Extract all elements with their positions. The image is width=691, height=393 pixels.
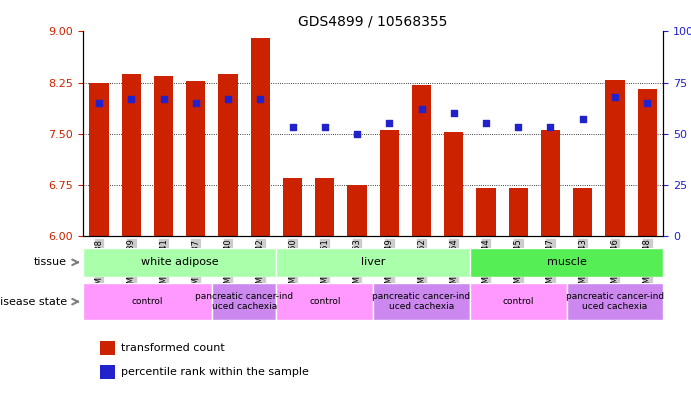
Text: GSM1255453: GSM1255453	[352, 239, 361, 294]
Text: GSM1255448: GSM1255448	[643, 239, 652, 294]
Text: pancreatic cancer-ind
uced cachexia: pancreatic cancer-ind uced cachexia	[372, 292, 471, 311]
Point	[545, 124, 556, 130]
Bar	[373, 283, 470, 320]
Bar	[83, 248, 276, 277]
Text: GSM1255437: GSM1255437	[191, 239, 200, 295]
Bar	[412, 84, 431, 236]
Text: GSM1255446: GSM1255446	[610, 239, 620, 294]
Point	[223, 96, 234, 102]
Bar	[212, 283, 276, 320]
Text: transformed count: transformed count	[122, 343, 225, 353]
Point	[126, 96, 137, 102]
Text: control: control	[309, 297, 341, 306]
Point	[480, 120, 491, 127]
Bar	[218, 73, 238, 236]
Bar	[154, 76, 173, 236]
Point	[577, 116, 588, 123]
Text: pancreatic cancer-ind
uced cachexia: pancreatic cancer-ind uced cachexia	[195, 292, 293, 311]
Text: control: control	[502, 297, 534, 306]
Text: control: control	[132, 297, 163, 306]
Point	[416, 106, 427, 112]
Bar	[444, 132, 464, 236]
Bar	[276, 248, 470, 277]
Bar	[315, 178, 334, 236]
Bar	[276, 283, 373, 320]
Bar	[541, 130, 560, 236]
Point	[448, 110, 460, 116]
Bar	[283, 178, 302, 236]
Bar	[605, 81, 625, 236]
Point	[93, 100, 104, 106]
Bar	[567, 283, 663, 320]
Text: GSM1255438: GSM1255438	[95, 239, 104, 295]
Text: GSM1255449: GSM1255449	[385, 239, 394, 294]
Bar	[573, 188, 592, 236]
Text: GSM1255450: GSM1255450	[288, 239, 297, 294]
Text: GSM1255441: GSM1255441	[159, 239, 168, 294]
Bar	[638, 89, 657, 236]
Bar	[100, 342, 115, 355]
Bar	[379, 130, 399, 236]
Text: disease state: disease state	[0, 297, 67, 307]
Point	[609, 94, 621, 100]
Text: GSM1255452: GSM1255452	[417, 239, 426, 294]
Text: GSM1255447: GSM1255447	[546, 239, 555, 294]
Text: liver: liver	[361, 257, 386, 267]
Text: GSM1255445: GSM1255445	[513, 239, 523, 294]
Point	[352, 130, 363, 137]
Point	[642, 100, 653, 106]
Title: GDS4899 / 10568355: GDS4899 / 10568355	[299, 15, 448, 29]
Bar	[251, 38, 270, 236]
Text: GSM1255439: GSM1255439	[126, 239, 136, 294]
Text: pancreatic cancer-ind
uced cachexia: pancreatic cancer-ind uced cachexia	[566, 292, 664, 311]
Text: muscle: muscle	[547, 257, 587, 267]
Bar	[83, 283, 212, 320]
Text: GSM1255444: GSM1255444	[482, 239, 491, 294]
Text: GSM1255442: GSM1255442	[256, 239, 265, 294]
Point	[513, 124, 524, 130]
Bar	[186, 81, 205, 236]
Text: percentile rank within the sample: percentile rank within the sample	[122, 367, 309, 377]
Bar	[100, 365, 115, 379]
Text: GSM1255451: GSM1255451	[320, 239, 330, 294]
Bar	[470, 248, 663, 277]
Text: GSM1255443: GSM1255443	[578, 239, 587, 294]
Text: tissue: tissue	[34, 257, 67, 267]
Bar	[476, 188, 495, 236]
Bar	[509, 188, 528, 236]
Text: GSM1255454: GSM1255454	[449, 239, 458, 294]
Bar	[89, 83, 108, 236]
Point	[190, 100, 201, 106]
Text: white adipose: white adipose	[141, 257, 218, 267]
Bar	[470, 283, 567, 320]
Bar	[348, 185, 367, 236]
Bar	[122, 73, 141, 236]
Text: GSM1255440: GSM1255440	[223, 239, 233, 294]
Point	[384, 120, 395, 127]
Point	[319, 124, 330, 130]
Point	[158, 96, 169, 102]
Point	[255, 96, 266, 102]
Point	[287, 124, 298, 130]
